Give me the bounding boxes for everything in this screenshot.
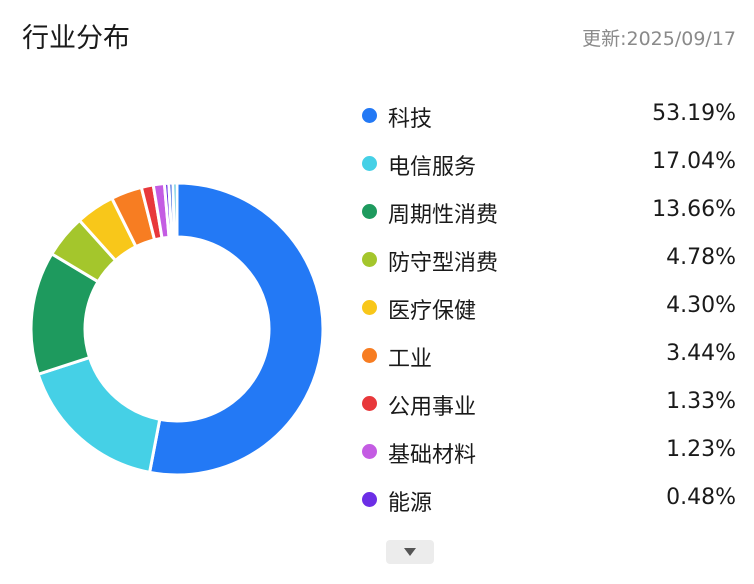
legend-label: 工业 (388, 347, 433, 372)
chevron-down-icon (404, 548, 416, 556)
legend-label: 能源 (388, 491, 433, 516)
legend-item[interactable]: 公用事业 1.33% (360, 380, 736, 428)
donut-slice[interactable] (171, 181, 179, 239)
legend-percent: 1.33% (666, 389, 736, 414)
legend-color-dot (362, 492, 377, 507)
legend-item[interactable]: 周期性消费 13.66% (360, 188, 736, 236)
donut-slice[interactable] (36, 355, 162, 475)
legend-percent: 4.30% (666, 293, 736, 318)
legend-color-dot (362, 204, 377, 219)
legend-color-dot (362, 300, 377, 315)
legend-item[interactable]: 工业 3.44% (360, 332, 736, 380)
legend-item[interactable]: 电信服务 17.04% (360, 140, 736, 188)
legend-percent: 17.04% (652, 149, 736, 174)
legend-item[interactable]: 防守型消费 4.78% (360, 236, 736, 284)
updated-date: 更新:2025/09/17 (582, 28, 736, 50)
legend-label: 公用事业 (388, 395, 477, 420)
legend-percent: 0.48% (666, 485, 736, 510)
legend-percent: 1.23% (666, 437, 736, 462)
legend-label: 防守型消费 (388, 251, 499, 276)
legend-color-dot (362, 348, 377, 363)
legend-percent: 53.19% (652, 101, 736, 126)
expand-button[interactable] (386, 540, 434, 564)
legend-item[interactable]: 能源 0.48% (360, 476, 736, 524)
donut-chart (29, 181, 325, 477)
legend-label: 电信服务 (388, 155, 477, 180)
legend-color-dot (362, 396, 377, 411)
legend-item[interactable]: 科技 53.19% (360, 92, 736, 140)
legend-label: 周期性消费 (388, 203, 499, 228)
legend-color-dot (362, 156, 377, 171)
legend-percent: 13.66% (652, 197, 736, 222)
header: 行业分布 更新:2025/09/17 (22, 14, 736, 54)
legend: 科技 53.19% 电信服务 17.04% 周期性消费 13.66% 防守型消费 4.78% 医… (360, 92, 736, 524)
legend-color-dot (362, 108, 377, 123)
legend-percent: 4.78% (666, 245, 736, 270)
legend-percent: 3.44% (666, 341, 736, 366)
legend-label: 科技 (388, 107, 433, 132)
section-title: 行业分布 (22, 23, 130, 54)
legend-label: 医疗保健 (388, 299, 477, 324)
legend-item[interactable]: 医疗保健 4.30% (360, 284, 736, 332)
legend-color-dot (362, 444, 377, 459)
donut-slice[interactable] (147, 181, 325, 477)
legend-label: 基础材料 (388, 443, 477, 468)
legend-color-dot (362, 252, 377, 267)
legend-item[interactable]: 基础材料 1.23% (360, 428, 736, 476)
